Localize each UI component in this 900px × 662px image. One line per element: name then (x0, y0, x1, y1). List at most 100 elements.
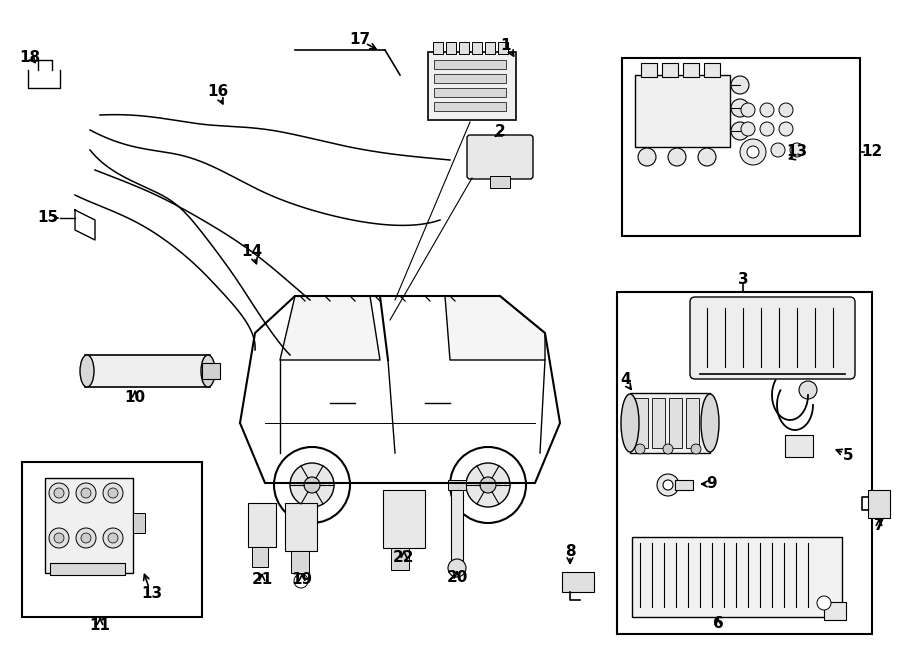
Circle shape (49, 528, 69, 548)
Circle shape (108, 488, 118, 498)
Circle shape (760, 122, 774, 136)
Bar (652, 398, 665, 448)
Bar (704, 63, 720, 77)
Circle shape (635, 444, 645, 454)
Circle shape (760, 103, 774, 117)
Text: 2: 2 (495, 124, 506, 140)
Text: 11: 11 (89, 618, 111, 634)
Bar (434, 88, 506, 97)
Bar (45, 478, 133, 573)
FancyBboxPatch shape (690, 297, 855, 379)
Circle shape (668, 148, 686, 166)
Bar (459, 42, 469, 54)
Circle shape (779, 103, 793, 117)
Circle shape (771, 143, 785, 157)
Bar (248, 503, 276, 547)
Circle shape (294, 574, 308, 588)
Text: 14: 14 (241, 244, 263, 260)
Bar (448, 480, 466, 490)
Circle shape (466, 463, 510, 507)
Circle shape (799, 381, 817, 399)
Circle shape (731, 99, 749, 117)
Bar (50, 563, 125, 575)
Bar (85, 355, 210, 387)
Circle shape (790, 143, 804, 157)
Bar (446, 42, 456, 54)
Bar (675, 480, 693, 490)
Ellipse shape (621, 394, 639, 452)
Text: 4: 4 (621, 373, 631, 387)
Circle shape (108, 533, 118, 543)
Bar (434, 74, 506, 83)
Bar (683, 63, 699, 77)
Circle shape (691, 444, 701, 454)
Text: 8: 8 (564, 545, 575, 559)
Bar (490, 176, 510, 188)
Circle shape (448, 559, 466, 577)
Bar (383, 490, 425, 548)
Polygon shape (280, 296, 380, 360)
Bar (868, 490, 890, 518)
Text: 15: 15 (38, 211, 58, 226)
Bar (498, 42, 508, 54)
Circle shape (290, 463, 334, 507)
Circle shape (779, 122, 793, 136)
Circle shape (740, 139, 766, 165)
Bar (433, 42, 443, 54)
Bar (202, 363, 220, 379)
Bar (662, 63, 678, 77)
Circle shape (657, 474, 679, 496)
Text: 13: 13 (141, 585, 163, 600)
Text: 5: 5 (842, 448, 853, 463)
Ellipse shape (201, 355, 215, 387)
Text: 22: 22 (393, 551, 415, 565)
Circle shape (731, 122, 749, 140)
Bar (285, 503, 317, 551)
Text: 19: 19 (292, 573, 312, 587)
Text: 16: 16 (207, 85, 229, 99)
Text: 9: 9 (706, 477, 717, 491)
Bar (434, 60, 506, 69)
Circle shape (741, 122, 755, 136)
Bar (485, 42, 495, 54)
Circle shape (54, 488, 64, 498)
Bar (824, 602, 846, 620)
FancyBboxPatch shape (467, 135, 533, 179)
Ellipse shape (701, 394, 719, 452)
Circle shape (103, 528, 123, 548)
Circle shape (698, 148, 716, 166)
Bar (632, 537, 842, 617)
Bar (785, 435, 813, 457)
Text: 20: 20 (446, 571, 468, 585)
Bar (635, 75, 730, 147)
Circle shape (663, 444, 673, 454)
Bar (635, 398, 648, 448)
Circle shape (663, 480, 673, 490)
Text: 3: 3 (738, 273, 748, 287)
Bar (451, 488, 463, 560)
Circle shape (638, 148, 656, 166)
Text: 6: 6 (713, 616, 724, 632)
Bar (291, 551, 309, 573)
Circle shape (49, 483, 69, 503)
Bar (133, 513, 145, 533)
Bar (622, 58, 860, 236)
Circle shape (450, 447, 526, 523)
Circle shape (76, 528, 96, 548)
Circle shape (304, 477, 320, 493)
Text: 12: 12 (861, 144, 883, 160)
Bar (630, 393, 710, 453)
Bar (22, 462, 202, 617)
Polygon shape (445, 296, 545, 360)
Text: 7: 7 (874, 518, 885, 532)
Bar (617, 292, 872, 634)
Circle shape (81, 488, 91, 498)
Bar (472, 42, 482, 54)
Bar (434, 102, 506, 111)
Text: 17: 17 (349, 32, 371, 48)
Circle shape (103, 483, 123, 503)
Bar (391, 548, 409, 570)
Bar (252, 547, 268, 567)
Text: 10: 10 (124, 391, 146, 406)
Circle shape (76, 483, 96, 503)
